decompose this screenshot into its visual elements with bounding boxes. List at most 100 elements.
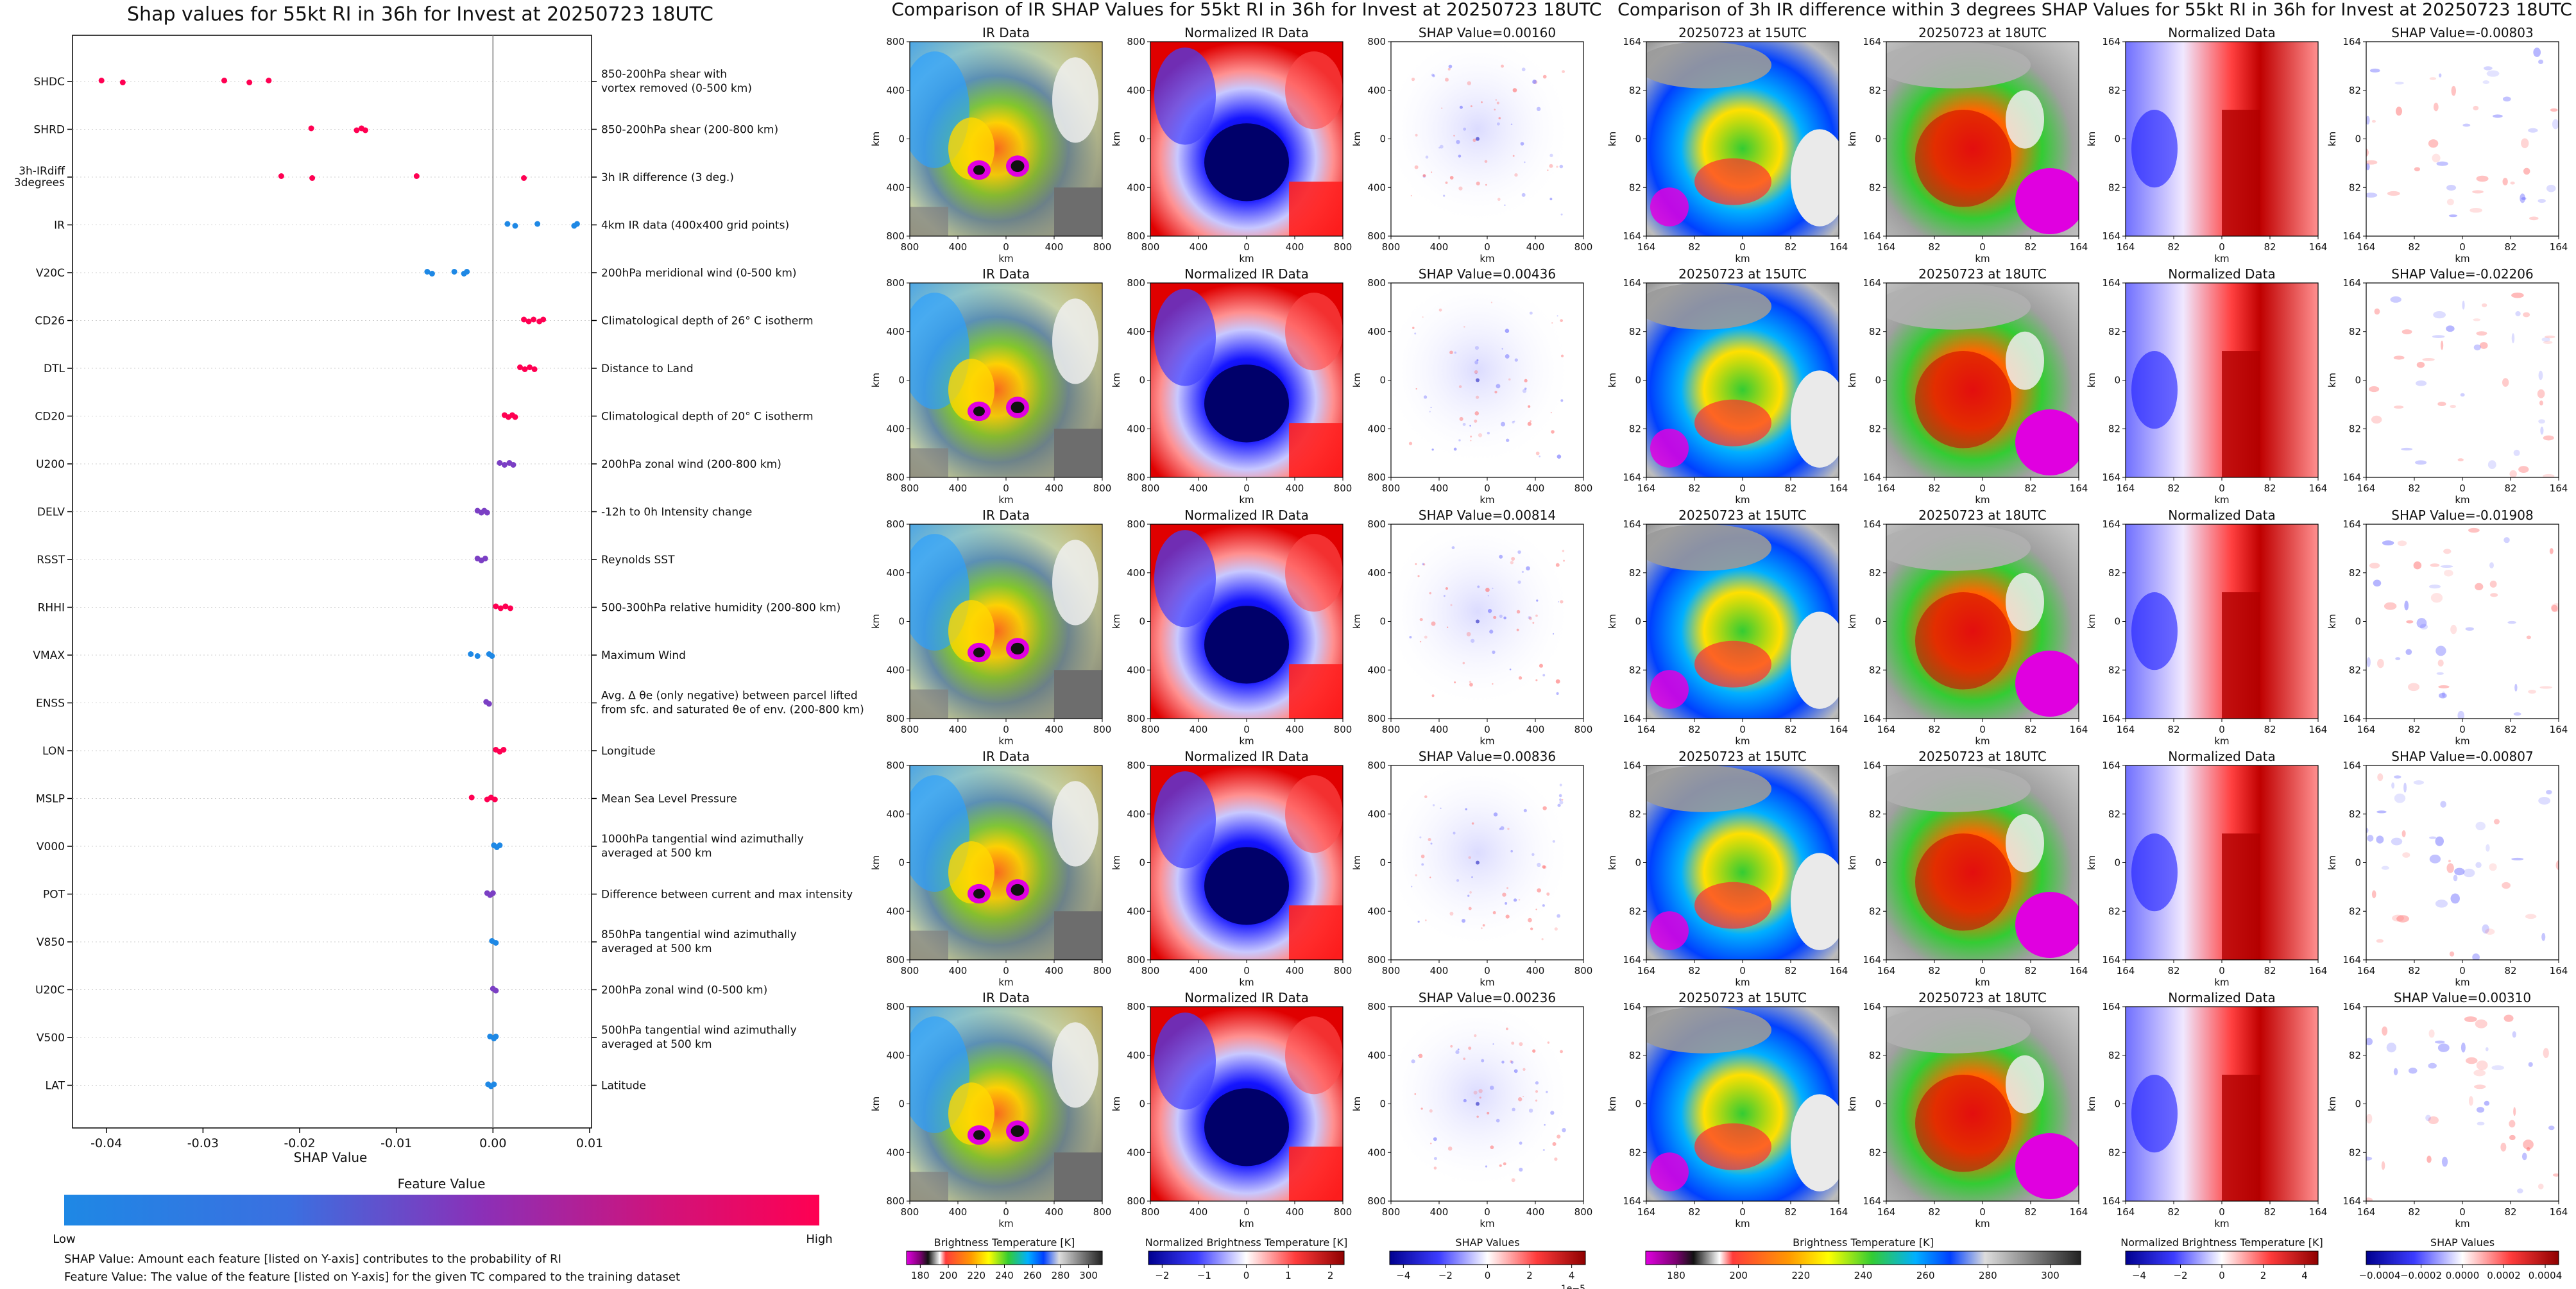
panel-title: 20250723 at 15UTC [1678,749,1807,764]
x-tick-label: 800 [1334,1206,1352,1218]
x-tick-label: 800 [1141,1206,1160,1218]
y-tick-label: 800 [1367,713,1386,724]
panel-image [1886,42,2079,236]
y-tick-label: 82 [2349,567,2361,579]
y-tick-label: 400 [1127,808,1145,820]
y-axis-label: km [870,855,882,870]
y-tick-label: 82 [1629,1050,1641,1061]
x-tick-label: 82 [2024,965,2036,977]
irdiff-panel-r1-normalized-data: Normalized Data1641648282008282164164kmk… [2086,25,2327,264]
x-axis-label: km [2455,253,2469,264]
shap-point-u200 [510,462,516,468]
colorbar-tick-label: 260 [1916,1270,1935,1281]
x-tick-label: 800 [901,1206,919,1218]
x-tick-label: 800 [1334,724,1352,735]
panel-image [2126,42,2318,236]
x-tick-label: 0 [1739,724,1746,735]
colorbar-tick-label: 300 [2041,1270,2060,1281]
shap-point-v20c [464,269,470,275]
x-tick-label: 82 [2504,1206,2516,1218]
shap-point-vmax [489,653,495,659]
x-tick-label: 0 [1243,482,1250,494]
y-tick-label: 82 [1629,85,1641,96]
panel-image [1646,524,1839,719]
panel-image [2126,765,2318,960]
x-tick-label: 0 [2459,482,2466,494]
x-axis-label: km [2214,735,2229,747]
ir-panel-r5-shap-value: SHAP Value=0.002368008004004000040040080… [1351,990,1592,1229]
x-tick-label: 400 [1286,1206,1304,1218]
ir-panel-r4-normalized-ir-data: Normalized IR Data8008004004000040040080… [1111,749,1352,988]
panel-image [1646,765,1839,960]
colorbar-label: Normalized Brightness Temperature [K] [2120,1236,2323,1249]
x-tick-label: 800 [901,724,919,735]
x-tick-label: 164 [2550,241,2568,253]
panel-image [2366,765,2559,960]
y-tick-label: 400 [1367,326,1386,337]
x-tick-label: 164 [2070,1206,2088,1218]
x-tick-label: 164 [1830,482,1848,494]
feature-description-lat: Latitude [601,1080,646,1093]
x-tick-label: 164 [2550,965,2568,977]
ir-image [910,283,1102,477]
y-tick-label: 164 [1623,277,1641,289]
y-axis-label: km [1607,614,1618,629]
x-tick-label: 164 [1637,482,1656,494]
y-axis-label: km [2086,614,2097,629]
y-tick-label: 0 [1379,1098,1386,1110]
panel-title: IR Data [982,990,1030,1005]
x-tick-label: 800 [1141,482,1160,494]
shap-image [1391,283,1583,477]
x-tick-label: 164 [2070,241,2088,253]
x-axis-label: km [1480,1218,1494,1229]
x-axis-label: km [1239,735,1254,747]
irdiff-panel-r5-20250723-at-18utc: 20250723 at 18UTC1641648282008282164164k… [1847,990,2088,1229]
y-tick-label: 400 [886,85,905,96]
y-tick-label: 82 [2349,1050,2361,1061]
feature-description-v500: averaged at 500 km [601,1038,712,1051]
x-tick-label: 0 [1979,965,1986,977]
irdiff-shap-colorbar: SHAP Values −0.0004 −0.0002 0.0000 0.0002 0.0… [2358,1236,2562,1281]
x-tick-label: 400 [1526,241,1545,253]
x-tick-label: 164 [1830,241,1848,253]
panel-title: 20250723 at 15UTC [1678,990,1807,1005]
x-tick-label: 400 [1286,965,1304,977]
x-tick-label: 82 [2408,724,2420,735]
y-tick-label-cd20: CD20 [35,411,65,423]
shap-summary-chart: Shap values for 55kt RI in 36h for Inves… [14,3,864,1284]
ir-shap-comparison: Comparison of IR SHAP Values for 55kt RI… [870,0,1601,1289]
x-tick-label: 0 [2219,482,2225,494]
colorbar-tick-label: −2 [1155,1270,1169,1281]
panel-title: SHAP Value=-0.00807 [2391,749,2533,764]
y-tick-label: 800 [886,472,905,483]
y-tick-label: 400 [1127,905,1145,917]
x-tick-label: 800 [1382,724,1401,735]
y-axis-label: km [1847,373,1858,388]
y-tick-label: 800 [1367,36,1386,47]
colorbar-tick-label: 220 [1791,1270,1810,1281]
x-tick-label: 400 [1045,241,1064,253]
y-tick-label: 800 [1127,518,1145,530]
shap-point-cd26 [531,316,537,323]
y-tick-label: 82 [1629,808,1641,820]
x-tick-label: 82 [1688,482,1700,494]
colorbar-tick-label: 0 [2219,1270,2225,1281]
y-tick-label: 164 [2102,277,2120,289]
y-tick-label: 82 [2108,423,2120,434]
y-tick-label-v500: V500 [37,1032,65,1045]
y-axis-label: km [1111,1097,1122,1111]
irdiff-panel-r4-20250723-at-18utc: 20250723 at 18UTC1641648282008282164164k… [1847,749,2088,988]
panel-title: IR Data [982,749,1030,764]
y-tick-label: 400 [1367,85,1386,96]
y-tick-label-3h-irdiff-3degrees: 3h-IRdiff 3degrees [14,165,66,189]
colorbar-tick-label: 2 [1526,1270,1533,1281]
x-tick-label: 82 [2024,1206,2036,1218]
shap-point-ir [534,221,541,227]
y-tick-label: 400 [1127,1147,1145,1158]
y-tick-label-mslp: MSLP [36,793,65,806]
y-tick-label: 164 [2342,760,2361,771]
feature-description-v000: averaged at 500 km [601,847,712,860]
x-tick-label: 800 [1093,1206,1112,1218]
